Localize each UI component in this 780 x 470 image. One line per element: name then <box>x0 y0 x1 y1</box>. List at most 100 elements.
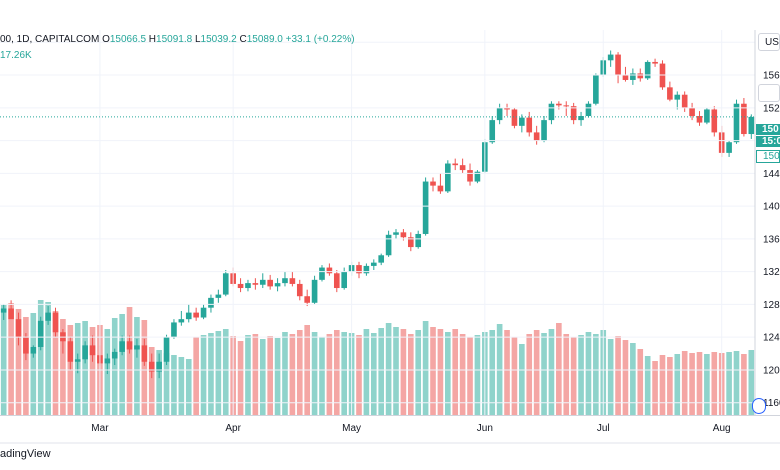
volume-bar <box>148 347 155 415</box>
candle-body <box>704 109 710 123</box>
candlestick-chart[interactable]: 1600156015201480144014001360132012801240… <box>0 30 780 415</box>
volume-bar <box>319 337 325 415</box>
candle-body <box>622 75 629 80</box>
volume-bar <box>445 332 451 415</box>
candle-body <box>215 294 222 298</box>
volume-bar <box>259 339 266 415</box>
volume-bar <box>526 334 533 415</box>
candle-body <box>467 170 473 182</box>
candle-body <box>171 322 177 338</box>
candle-body <box>674 94 681 100</box>
candle-body <box>30 347 37 354</box>
candle-body <box>274 283 281 287</box>
volume-bar <box>282 332 288 415</box>
chart-area[interactable]: 1600156015201480144014001360132012801240… <box>0 30 780 415</box>
candle-body <box>652 61 658 64</box>
candle-body <box>222 273 229 295</box>
volume-bar <box>519 344 525 415</box>
volume-bar <box>422 321 429 415</box>
volume-bar <box>370 333 377 415</box>
candle-body <box>667 87 673 100</box>
low-label: L <box>194 34 201 45</box>
candle-body <box>570 106 577 121</box>
volume-bar <box>741 354 747 415</box>
volume-bar <box>593 334 599 415</box>
volume-bar <box>8 303 14 415</box>
volume-bar <box>652 361 658 415</box>
candle-body <box>526 117 533 133</box>
volume-bar <box>704 354 710 415</box>
brand-logo: adingView <box>0 448 51 460</box>
volume-bar <box>489 330 496 415</box>
volume-bar <box>400 329 407 415</box>
volume-bar <box>467 337 473 415</box>
candle-body <box>134 345 140 350</box>
volume-bar <box>208 333 214 415</box>
candle-body <box>245 283 251 289</box>
candle-body <box>370 262 377 266</box>
volume-bar <box>556 323 562 415</box>
candle-body <box>459 165 466 171</box>
y-tick-label: 1200 <box>763 365 780 376</box>
candle-body <box>267 279 273 287</box>
candle-body <box>23 337 29 354</box>
volume-bar <box>341 332 348 415</box>
volume-bar <box>533 330 540 415</box>
volume-bar <box>681 351 688 415</box>
candle-body <box>578 116 584 121</box>
volume-bar <box>215 331 222 415</box>
volume-bar <box>659 355 666 415</box>
volume-bar <box>163 353 170 415</box>
volume-bar <box>726 352 732 415</box>
candle-body <box>282 278 288 284</box>
volume-bar <box>193 337 199 415</box>
candle-body <box>363 265 370 274</box>
volume-bar <box>667 357 673 415</box>
candle-body <box>489 120 496 143</box>
volume-bar <box>119 314 125 415</box>
open-value: 15066.5 <box>109 34 147 45</box>
volume-bar <box>30 313 37 415</box>
volume-bar <box>185 359 192 415</box>
axis-settings-button[interactable] <box>758 84 780 102</box>
x-tick-label: Aug <box>713 423 731 434</box>
volume-bar <box>23 317 29 415</box>
currency-button[interactable]: USD <box>758 33 780 51</box>
candle-body <box>607 54 614 61</box>
y-tick-label: 1240 <box>763 333 780 344</box>
candle-body <box>474 171 481 182</box>
candle-body <box>615 54 621 76</box>
volume-bar <box>82 321 88 415</box>
candle-body <box>689 107 695 117</box>
volume-bar <box>356 335 362 415</box>
candle-body <box>304 296 310 303</box>
candle-body <box>37 320 44 348</box>
volume-bar <box>245 335 251 415</box>
volume-bar <box>607 339 614 415</box>
candle-body <box>200 307 207 318</box>
candle-body <box>208 297 214 308</box>
candle-body <box>681 94 688 108</box>
candle-body <box>104 358 111 364</box>
volume-bar <box>0 305 7 415</box>
ohlc-legend: 00, 1D, CAPITALCOM O15066.5 H15091.8 L15… <box>0 34 355 45</box>
candle-body <box>111 351 118 359</box>
volume-bar <box>111 318 118 415</box>
candle-body <box>89 345 96 356</box>
candle-body <box>8 308 14 320</box>
y-tick-label: 1280 <box>763 300 780 311</box>
volume-bar <box>415 330 422 415</box>
auto-scale-button[interactable] <box>752 398 766 414</box>
y-tick-label: 1520 <box>763 103 780 114</box>
x-tick-label: Mar <box>91 423 109 434</box>
candle-body <box>259 279 266 285</box>
volume-bar <box>393 327 399 415</box>
candle-body <box>696 116 703 123</box>
candle-body <box>733 103 740 143</box>
candle-body <box>319 267 325 280</box>
volume-bar <box>385 323 392 415</box>
y-tick-label: 1560 <box>763 71 780 82</box>
close-label: C <box>239 34 247 45</box>
volume-bar <box>141 320 148 415</box>
